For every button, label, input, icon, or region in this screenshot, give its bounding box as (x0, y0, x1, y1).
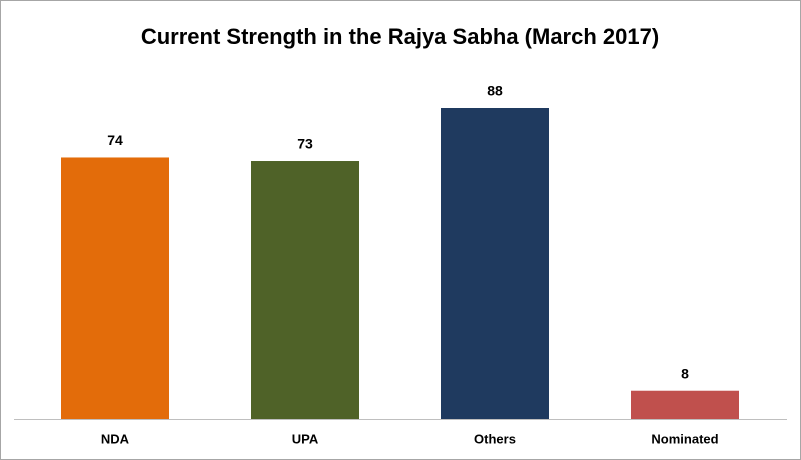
chart-title: Current Strength in the Rajya Sabha (Mar… (141, 24, 659, 49)
x-tick-label: UPA (292, 431, 319, 446)
bar (441, 108, 549, 419)
bar (61, 157, 169, 419)
bar (631, 390, 739, 419)
data-label: 73 (297, 136, 313, 152)
x-tick-label: Others (474, 431, 516, 446)
x-tick-label: NDA (101, 431, 130, 446)
data-label: 88 (487, 83, 503, 99)
data-label: 8 (681, 365, 689, 381)
x-tick-label: Nominated (651, 431, 718, 446)
data-label: 74 (107, 132, 123, 148)
bar (251, 161, 359, 420)
